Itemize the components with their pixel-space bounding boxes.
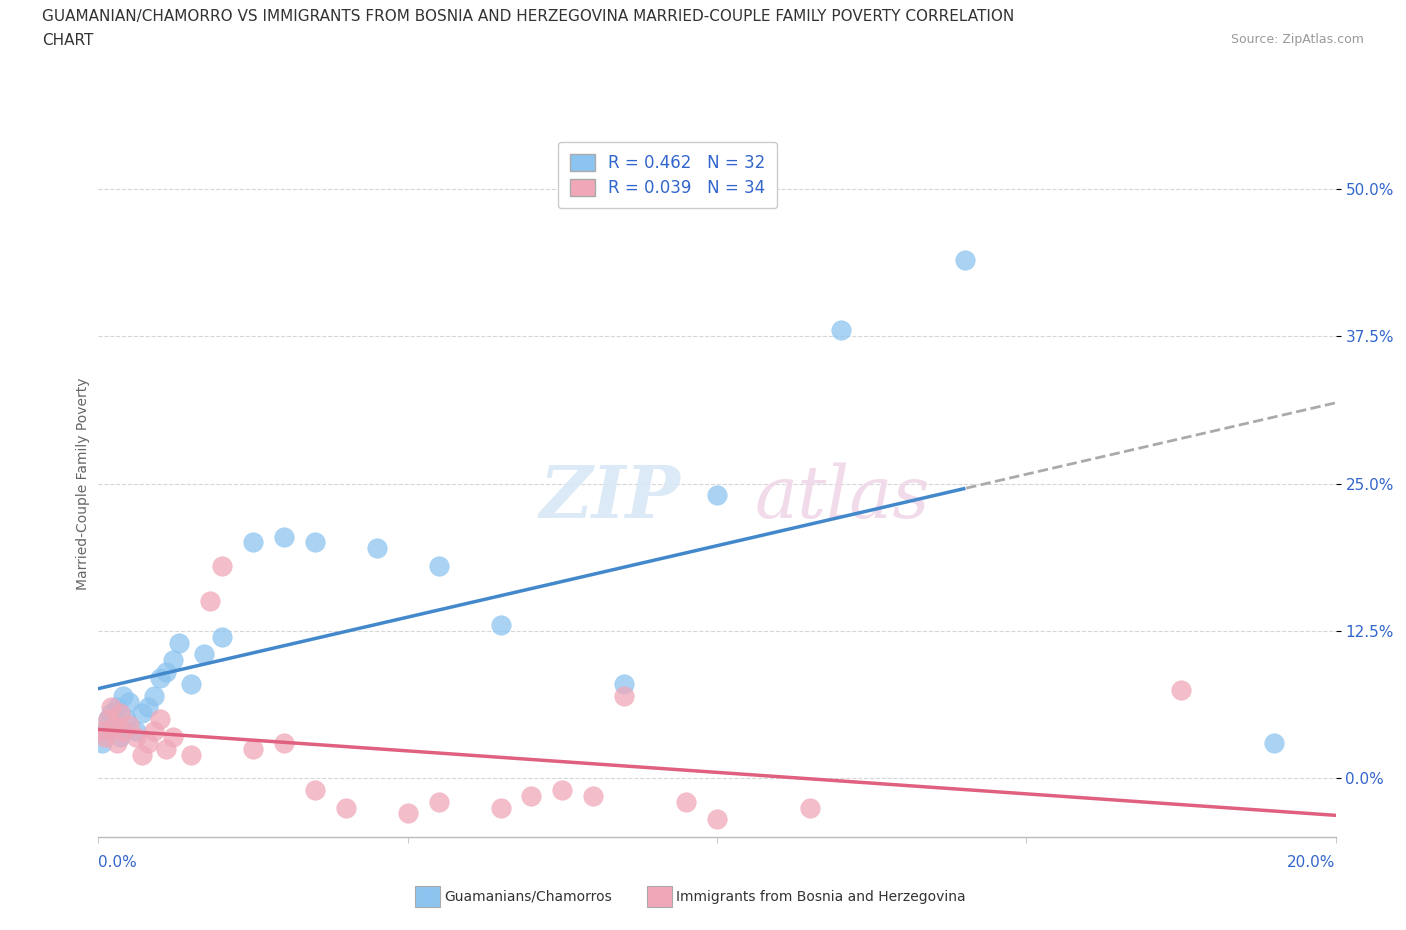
Point xyxy=(242,535,264,550)
Point xyxy=(112,724,135,738)
Point xyxy=(118,718,141,733)
Point xyxy=(124,724,146,738)
Point xyxy=(93,724,115,738)
Point xyxy=(136,700,159,715)
Point xyxy=(582,789,605,804)
Point xyxy=(162,653,184,668)
Point xyxy=(108,729,131,744)
Point xyxy=(273,736,295,751)
Point xyxy=(97,711,120,726)
Point xyxy=(427,559,450,574)
Point xyxy=(149,671,172,685)
Point xyxy=(180,747,202,762)
Point xyxy=(131,747,153,762)
Text: ZIP: ZIP xyxy=(538,462,681,533)
Point xyxy=(551,782,574,797)
Point xyxy=(136,736,159,751)
Text: 0.0%: 0.0% xyxy=(98,855,138,870)
Point xyxy=(193,647,215,662)
Point xyxy=(112,688,135,703)
Point xyxy=(90,736,112,751)
Point xyxy=(100,706,122,721)
Point xyxy=(90,724,112,738)
Point xyxy=(335,800,357,815)
Point xyxy=(149,711,172,726)
Point xyxy=(520,789,543,804)
Point xyxy=(799,800,821,815)
Point xyxy=(93,729,115,744)
Point xyxy=(162,729,184,744)
Point xyxy=(211,559,233,574)
Point xyxy=(155,741,177,756)
Point xyxy=(198,594,221,609)
Point xyxy=(103,718,125,733)
Text: Immigrants from Bosnia and Herzegovina: Immigrants from Bosnia and Herzegovina xyxy=(676,889,966,904)
Point xyxy=(706,812,728,827)
Legend: R = 0.462   N = 32, R = 0.039   N = 34: R = 0.462 N = 32, R = 0.039 N = 34 xyxy=(558,142,778,208)
Point xyxy=(675,794,697,809)
Point xyxy=(131,706,153,721)
Text: Guamanians/Chamorros: Guamanians/Chamorros xyxy=(444,889,612,904)
Point xyxy=(143,688,166,703)
Point xyxy=(100,700,122,715)
Text: 20.0%: 20.0% xyxy=(1288,855,1336,870)
Y-axis label: Married-Couple Family Poverty: Married-Couple Family Poverty xyxy=(76,378,90,590)
Point xyxy=(273,529,295,544)
Point xyxy=(489,800,512,815)
Text: CHART: CHART xyxy=(42,33,94,47)
Text: atlas: atlas xyxy=(754,462,929,533)
Point xyxy=(613,676,636,691)
Point xyxy=(613,688,636,703)
Text: GUAMANIAN/CHAMORRO VS IMMIGRANTS FROM BOSNIA AND HERZEGOVINA MARRIED-COUPLE FAMI: GUAMANIAN/CHAMORRO VS IMMIGRANTS FROM BO… xyxy=(42,9,1015,24)
Point xyxy=(143,724,166,738)
Point xyxy=(953,252,976,267)
Point xyxy=(105,736,128,751)
Point xyxy=(1263,736,1285,751)
Point xyxy=(366,541,388,556)
Point xyxy=(489,618,512,632)
Point xyxy=(304,535,326,550)
Point xyxy=(103,718,125,733)
Point xyxy=(108,706,131,721)
Point xyxy=(304,782,326,797)
Point xyxy=(105,700,128,715)
Point xyxy=(155,665,177,680)
Point xyxy=(211,630,233,644)
Point xyxy=(396,806,419,821)
Point xyxy=(180,676,202,691)
Point xyxy=(97,711,120,726)
Point xyxy=(115,711,138,726)
Point xyxy=(830,323,852,338)
Point xyxy=(242,741,264,756)
Point xyxy=(427,794,450,809)
Point xyxy=(118,694,141,709)
Text: Source: ZipAtlas.com: Source: ZipAtlas.com xyxy=(1230,33,1364,46)
Point xyxy=(124,729,146,744)
Point xyxy=(706,488,728,503)
Point xyxy=(167,635,190,650)
Point xyxy=(1170,683,1192,698)
